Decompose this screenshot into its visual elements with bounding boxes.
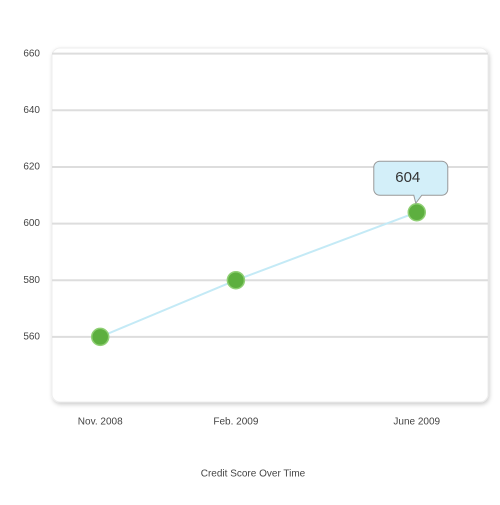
y-tick-label: 560 (23, 332, 40, 343)
x-tick-label: June 2009 (393, 417, 440, 428)
point (90, 327, 110, 347)
y-tick-label: 640 (23, 105, 40, 116)
point (226, 270, 246, 290)
tooltip-label: 604 (395, 169, 420, 186)
y-tick-label: 600 (23, 218, 40, 229)
chart-title: Credit Score Over Time (201, 469, 306, 480)
x-tick-label: Feb. 2009 (213, 417, 258, 428)
y-tick-label: 660 (23, 48, 40, 59)
point (407, 203, 427, 222)
x-tick-label: Nov. 2008 (78, 417, 123, 428)
y-tick-label: 620 (23, 162, 40, 173)
plot-area (51, 47, 489, 403)
y-tick-label: 580 (23, 275, 40, 286)
tooltip (373, 160, 449, 205)
